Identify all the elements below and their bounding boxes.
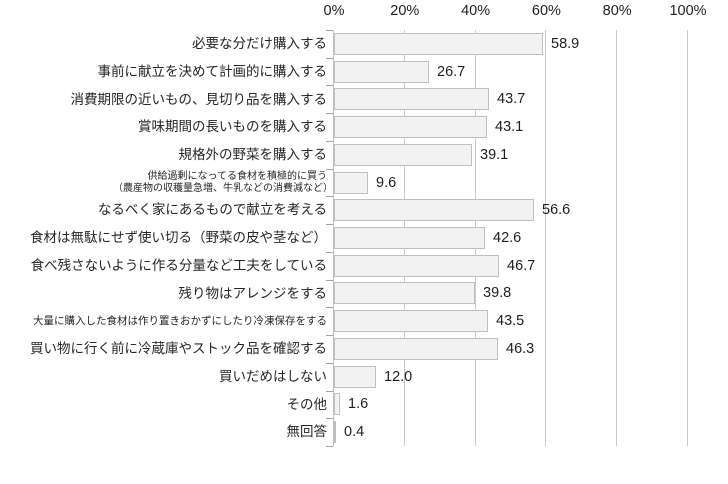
category-label: 買い物に行く前に冷蔵庫やストック品を確認する	[0, 335, 327, 363]
bar	[334, 171, 368, 194]
category-label-line1: 食材は無駄にせず使い切る（野菜の皮や茎など）	[30, 230, 327, 246]
x-axis-tick-label: 0%	[323, 3, 345, 19]
category-tick	[326, 280, 333, 281]
x-axis-tick-label: 40%	[461, 3, 491, 19]
category-tick	[326, 58, 333, 59]
value-label: 46.3	[506, 340, 535, 357]
value-label: 43.7	[497, 91, 526, 108]
category-label: 残り物はアレンジをする	[0, 280, 328, 308]
category-label: 食べ残さないように作る分量など工夫をしている	[0, 252, 327, 280]
category-tick	[326, 141, 333, 142]
category-label-line1: 消費期限の近いもの、見切り品を購入する	[70, 91, 328, 107]
category-label-line1: 規格外の野菜を購入する	[178, 147, 328, 163]
category-tick	[326, 418, 333, 419]
category-tick	[326, 169, 333, 170]
category-label: 事前に献立を決めて計画的に購入する	[0, 58, 328, 86]
gridline	[616, 30, 618, 446]
category-label: 賞味期間の長いものを購入する	[0, 113, 327, 141]
bar	[334, 254, 499, 277]
category-label: 食材は無駄にせず使い切る（野菜の皮や茎など）	[0, 224, 327, 252]
value-label: 43.1	[495, 119, 524, 136]
category-label-line1: 賞味期間の長いものを購入する	[138, 119, 327, 135]
value-label: 58.9	[551, 35, 580, 52]
category-label: 大量に購入した食材は作り置きおかずにしたり冷凍保存をする	[0, 307, 327, 335]
x-axis-tick-label: 60%	[531, 3, 561, 19]
category-label: 規格外の野菜を購入する	[0, 141, 328, 169]
category-label-line1: 事前に献立を決めて計画的に購入する	[97, 63, 328, 79]
category-tick	[326, 113, 333, 114]
bar	[334, 143, 472, 166]
category-axis: 必要な分だけ購入する事前に献立を決めて計画的に購入する消費期限の近いもの、見切り…	[0, 30, 333, 446]
category-label-line1: 残り物はアレンジをする	[178, 285, 328, 301]
bar	[334, 282, 475, 305]
bar	[334, 116, 487, 139]
category-tick	[326, 252, 333, 253]
category-label: 必要な分だけ購入する	[0, 30, 327, 58]
category-tick	[326, 85, 333, 86]
value-label: 0.4	[344, 424, 365, 441]
value-label: 43.5	[496, 313, 525, 330]
x-axis-tick-label: 20%	[390, 3, 420, 19]
gridline	[545, 30, 547, 446]
category-label-line1: なるべく家にあるもので献立を考える	[97, 202, 327, 218]
category-label: その他	[0, 391, 328, 419]
bar	[334, 60, 429, 83]
category-label: 無回答	[0, 418, 328, 446]
value-label: 12.0	[384, 368, 413, 385]
category-label-line1: 無回答	[286, 424, 328, 440]
category-label-line1: 買い物に行く前に冷蔵庫やストック品を確認する	[30, 341, 327, 357]
x-axis-tick-label: 80%	[602, 3, 632, 19]
category-label-line1: 買いだめはしない	[219, 368, 327, 384]
value-label: 56.6	[542, 202, 571, 219]
plot-area: 58.9 26.7 43.7 43.1 39.1 9.6 56.6 42.6 46.7 39.8 4…	[326, 30, 688, 447]
category-label: 消費期限の近いもの、見切り品を購入する	[0, 85, 328, 113]
category-label-line1: 大量に購入した食材は作り置きおかずにしたり冷凍保存をする	[33, 315, 327, 328]
category-label-line1: その他	[286, 396, 328, 412]
category-tick	[326, 363, 333, 364]
bar	[334, 32, 543, 55]
category-label: なるべく家にあるもので献立を考える	[0, 196, 327, 224]
value-label: 39.8	[483, 285, 512, 302]
category-label-line1: 必要な分だけ購入する	[192, 36, 327, 52]
category-tick	[326, 30, 333, 31]
category-tick	[326, 335, 333, 336]
bar	[334, 199, 534, 222]
category-tick	[326, 307, 333, 308]
value-label: 42.6	[493, 230, 522, 246]
value-label: 9.6	[376, 174, 397, 191]
y-axis-line	[333, 30, 334, 446]
category-tick	[326, 446, 333, 447]
bar	[334, 88, 489, 111]
bar	[334, 393, 340, 416]
bar	[334, 227, 485, 249]
gridline	[687, 30, 688, 446]
category-tick	[326, 391, 333, 392]
category-tick	[326, 196, 333, 197]
value-label: 39.1	[480, 146, 509, 163]
category-tick	[326, 224, 333, 225]
category-label-line2: （農産物の収穫量急増、牛乳などの消費減など）	[113, 182, 333, 194]
value-label: 26.7	[437, 63, 466, 80]
category-label-line1: 供給過剰になってる食材を積極的に買う	[147, 171, 328, 183]
value-label: 1.6	[348, 396, 369, 413]
x-axis-tick-label: 100%	[669, 3, 707, 19]
bar	[334, 337, 498, 360]
bar	[334, 365, 376, 388]
bar	[334, 310, 488, 333]
category-label: 供給過剰になってる食材を積極的に買う （農産物の収穫量急増、牛乳などの消費減など）	[0, 169, 333, 197]
value-label: 46.7	[507, 257, 536, 274]
bar	[334, 421, 336, 444]
category-label: 買いだめはしない	[0, 363, 327, 391]
category-label-line1: 食べ残さないように作る分量など工夫をしている	[30, 257, 327, 273]
